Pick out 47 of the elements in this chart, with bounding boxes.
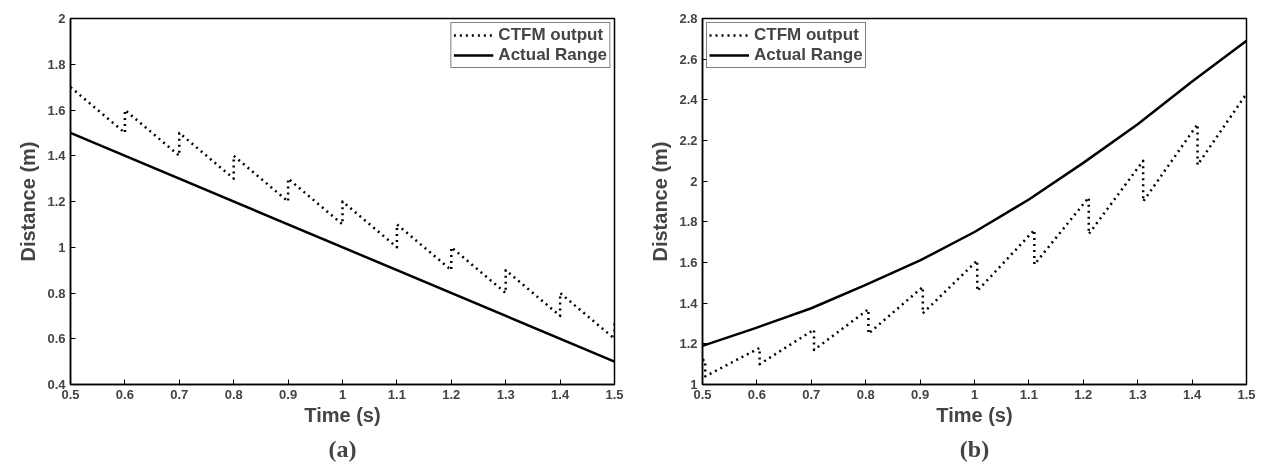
y-tick-label: 1.4 [47,148,67,164]
x-tick-label: 0.8 [224,386,243,402]
x-tick-label: 1.4 [551,386,570,402]
x-tick-label: 1.1 [1019,386,1038,402]
text: (b) [959,435,990,462]
y-tick-label: 1.2 [47,194,66,209]
x-tick-label: 0.9 [911,386,930,402]
y-tick-label: 2.8 [679,11,698,26]
x-tick-label: 1.5 [1237,386,1256,402]
y-axis-title: Distance (m) [649,141,672,262]
y-tick-label: 2 [58,11,66,26]
y-tick-label: 2.6 [679,51,698,67]
y-tick-label: 1.4 [679,295,699,311]
y-tick-label: 1 [58,239,66,255]
y-tick-label: 2.4 [679,92,699,108]
y-tick-label: 0.6 [47,331,66,347]
y-tick-label: 1.2 [679,336,698,352]
x-tick-label: 1 [338,386,347,402]
x-tick-label: 1.3 [496,386,515,402]
x-tick-label: 1.2 [1074,386,1093,402]
legend-label: Actual Range [498,45,607,65]
x-tick-label: 0.6 [747,386,766,402]
x-tick-label: 1 [970,386,979,402]
x-tick-label: 1.5 [605,386,624,402]
y-tick-label: 1.6 [679,255,698,270]
x-axis-title: Time (s) [304,403,381,426]
y-tick-label: 1.8 [679,214,698,230]
x-tick-label: 0.9 [279,386,298,402]
x-tick-label: 1.4 [1183,386,1202,402]
x-tick-label: 0.6 [115,386,134,402]
x-tick-label: 1.2 [442,386,461,402]
y-tick-label: 2 [690,173,698,189]
x-tick-label: 0.7 [170,386,189,402]
x-tick-label: 0.7 [802,386,821,402]
y-tick-label: 0.8 [47,285,66,301]
x-axis-title: Time (s) [936,403,1013,426]
x-tick-label: 0.8 [856,386,875,402]
y-axis-title: Distance (m) [17,141,40,262]
y-tick-label: 1.8 [47,56,66,72]
y-tick-label: 1.6 [47,102,66,118]
x-tick-label: 1.3 [1128,386,1147,402]
legend-label: CTFM output [498,25,604,45]
legend-label: Actual Range [754,45,863,65]
y-tick-label: 2.2 [679,133,698,148]
legend-label: CTFM output [754,25,859,45]
x-tick-label: 1.1 [387,386,406,402]
text: (a) [328,435,357,462]
